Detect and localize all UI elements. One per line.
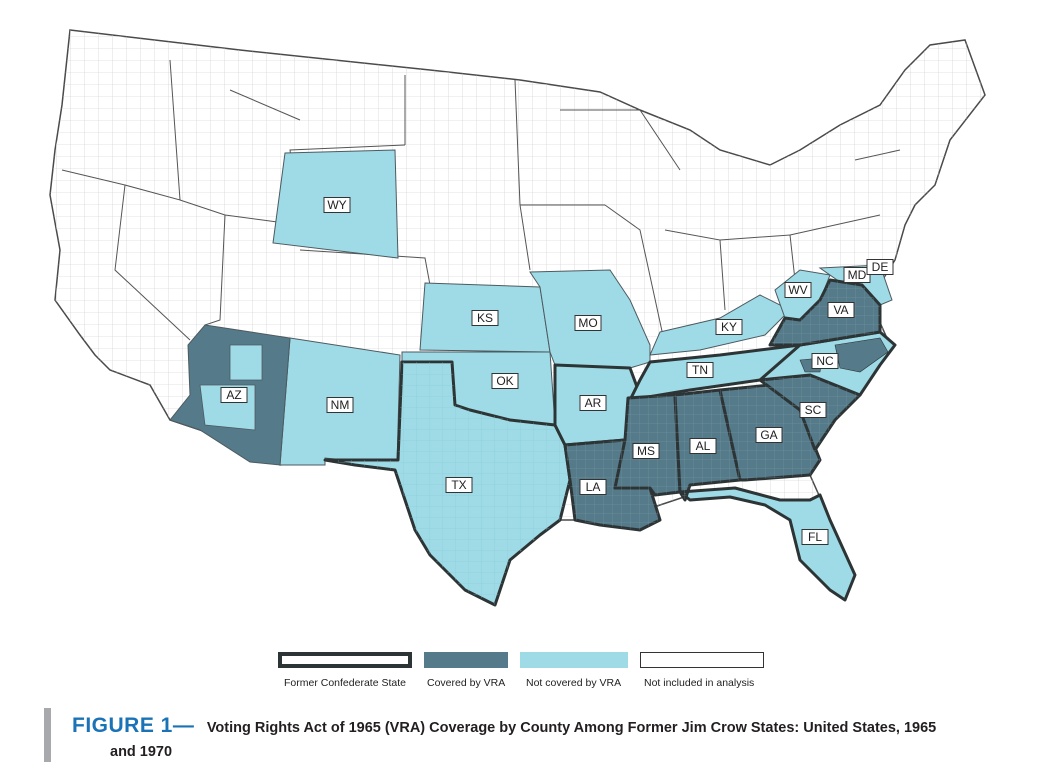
state-label-box-sc — [799, 402, 827, 418]
state-label-tn: TN — [692, 363, 708, 377]
legend-label-confederate: Former Confederate State — [284, 677, 406, 689]
figure-caption: FIGURE 1— Voting Rights Act of 1965 (VRA… — [72, 714, 1002, 761]
state-label-nm: NM — [331, 398, 350, 412]
state-label-box-de — [866, 259, 894, 275]
legend-label-covered: Covered by VRA — [427, 677, 506, 689]
figure-title-continued: and 1970 — [110, 744, 173, 760]
state-label-wy: WY — [327, 198, 346, 212]
state-label-box-ms — [632, 443, 660, 459]
state-label-box-ga — [755, 427, 783, 443]
state-label-box-ar — [579, 395, 607, 411]
state-label-box-ok — [491, 373, 519, 389]
state-label-box-tn — [686, 362, 714, 378]
state-label-ms: MS — [637, 444, 655, 458]
state-label-ga: GA — [760, 428, 777, 442]
state-label-la: LA — [586, 480, 601, 494]
legend: Former Confederate State Covered by VRA … — [278, 652, 778, 692]
state-label-mo: MO — [578, 316, 597, 330]
legend-swatch-confederate — [278, 652, 412, 668]
legend-label-not-covered: Not covered by VRA — [526, 677, 622, 689]
state-label-de: DE — [872, 260, 889, 274]
state-label-box-fl — [801, 529, 829, 545]
state-label-ok: OK — [496, 374, 513, 388]
state-label-fl: FL — [808, 530, 822, 544]
state-label-box-wv — [784, 282, 812, 298]
state-label-ks: KS — [477, 311, 493, 325]
state-label-md: MD — [848, 268, 867, 282]
state-label-ar: AR — [585, 396, 602, 410]
state-label-wv: WV — [788, 283, 807, 297]
state-label-va: VA — [833, 303, 848, 317]
state-label-tx: TX — [451, 478, 466, 492]
state-label-box-ks — [471, 310, 499, 326]
state-label-box-nm — [326, 397, 354, 413]
state-label-sc: SC — [805, 403, 822, 417]
state-label-box-la — [579, 479, 607, 495]
figure-title: Voting Rights Act of 1965 (VRA) Coverage… — [206, 720, 937, 736]
state-label-box-ky — [715, 319, 743, 335]
legend-label-not-included: Not included in analysis — [644, 677, 755, 689]
state-label-box-va — [827, 302, 855, 318]
us-county-map: WY AZ NM TX KS OK MO AR LA MS AL GA SC NC VA TN KY WV MD DE… — [49, 29, 986, 607]
caption-accent-bar — [44, 708, 51, 762]
state-label-ky: KY — [721, 320, 737, 334]
state-labels: WY AZ NM TX KS OK MO AR LA MS AL GA SC NC VA TN KY WV MD DE… — [220, 197, 894, 545]
state-label-box-nc — [811, 353, 839, 369]
figure-number: FIGURE 1— — [72, 714, 195, 737]
state-label-box-tx — [445, 477, 473, 493]
state-fl-border — [678, 486, 857, 602]
state-label-box-mo — [574, 315, 602, 331]
state-label-az: AZ — [226, 388, 241, 402]
state-label-box-al — [689, 438, 717, 454]
state-lines — [61, 59, 901, 346]
state-label-box-wy — [323, 197, 351, 213]
state-label-al: AL — [696, 439, 711, 453]
legend-swatch-not-covered — [520, 652, 628, 668]
legend-swatch-covered — [424, 652, 508, 668]
state-label-box-az — [220, 387, 248, 403]
legend-swatch-not-included — [640, 652, 764, 668]
state-label-nc: NC — [816, 354, 834, 368]
